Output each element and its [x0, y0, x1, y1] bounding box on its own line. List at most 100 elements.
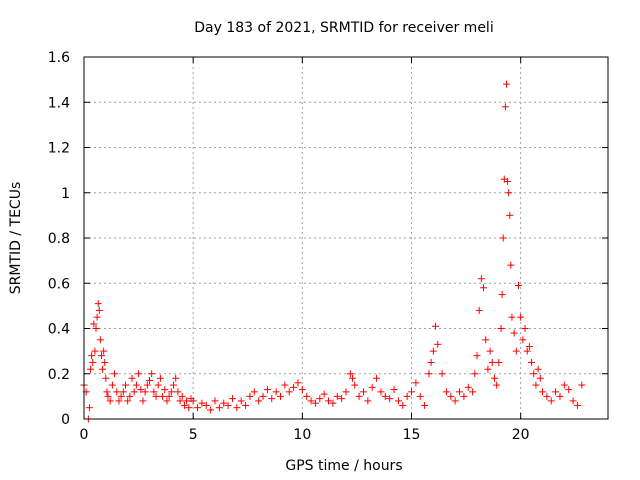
data-point [198, 399, 206, 407]
y-tick-label: 0.2 [48, 367, 70, 383]
data-point [519, 336, 527, 344]
data-point [139, 397, 147, 405]
data-point [556, 392, 564, 400]
data-point [215, 404, 223, 412]
data-point [159, 392, 167, 400]
data-point [100, 347, 108, 355]
data-point [502, 80, 510, 88]
data-point [242, 401, 250, 409]
data-point [180, 401, 188, 409]
data-point [498, 291, 506, 299]
data-point [539, 388, 546, 396]
data-point [381, 392, 389, 400]
data-point [486, 347, 494, 355]
data-point [119, 388, 127, 396]
grid-layer [84, 57, 608, 419]
data-point [320, 390, 328, 398]
x-tick-label: 15 [403, 427, 421, 443]
data-point [88, 352, 96, 360]
data-point [250, 388, 258, 396]
y-tick-label: 0.4 [48, 322, 70, 338]
data-point [434, 340, 442, 348]
y-tick-label: 0.6 [48, 276, 70, 292]
data-point [477, 275, 485, 283]
data-point [268, 395, 276, 403]
data-point [456, 388, 464, 396]
data-point [390, 386, 398, 394]
data-point [338, 395, 346, 403]
data-point [451, 397, 459, 405]
data-point [178, 392, 186, 400]
data-point [290, 383, 298, 391]
data-point [137, 386, 145, 394]
data-point [99, 365, 107, 373]
data-point [501, 103, 509, 111]
data-point [167, 388, 175, 396]
data-point [495, 358, 503, 366]
data-point [228, 395, 236, 403]
data-point [504, 177, 512, 185]
data-point [408, 388, 415, 396]
data-point [202, 401, 210, 409]
data-point [91, 347, 99, 355]
plot-frame [83, 56, 609, 420]
data-point [528, 358, 536, 366]
data-point [530, 370, 538, 378]
data-point [307, 397, 315, 405]
data-point [148, 370, 156, 378]
data-point [355, 392, 363, 400]
data-point [333, 392, 341, 400]
data-point [543, 392, 551, 400]
data-point [346, 370, 354, 378]
data-point [172, 374, 180, 382]
data-point [259, 392, 267, 400]
data-point [514, 282, 522, 290]
data-point [101, 358, 109, 366]
data-point [176, 397, 184, 405]
data-point [447, 392, 455, 400]
data-point [497, 325, 505, 332]
data-point [386, 395, 394, 403]
data-point [194, 404, 202, 412]
data-point [95, 306, 103, 314]
y-tick-label: 1.4 [48, 95, 70, 111]
data-point [377, 388, 385, 396]
data-point [132, 381, 140, 389]
data-point [475, 306, 483, 314]
x-tick-label: 5 [189, 427, 198, 443]
data-point [113, 388, 121, 396]
data-point [488, 358, 496, 366]
x-tick-label: 20 [512, 427, 530, 443]
data-point [303, 392, 311, 400]
data-point [507, 261, 515, 269]
data-point [510, 329, 518, 337]
data-point [165, 392, 173, 400]
x-tick-label: 10 [293, 427, 311, 443]
data-point [124, 397, 132, 405]
data-point [220, 399, 228, 407]
data-point [523, 347, 531, 355]
data-point [403, 392, 411, 400]
data-point [185, 404, 193, 412]
data-point [499, 234, 507, 242]
data-point [490, 374, 498, 382]
data-point [399, 401, 407, 409]
data-point [532, 381, 540, 389]
data-point [90, 320, 98, 328]
data-marks [80, 80, 586, 423]
data-point [316, 395, 324, 403]
data-point [281, 381, 289, 389]
data-point [246, 392, 254, 400]
data-point [111, 370, 119, 378]
data-point [117, 392, 125, 400]
data-point [207, 406, 215, 414]
data-point [569, 397, 577, 405]
data-point [547, 397, 555, 405]
data-point [525, 343, 533, 351]
data-point [106, 397, 114, 405]
x-axis-label: GPS time / hours [285, 458, 402, 474]
data-point [89, 358, 97, 366]
data-point [141, 388, 149, 396]
data-point [429, 347, 437, 355]
data-point [285, 388, 293, 396]
